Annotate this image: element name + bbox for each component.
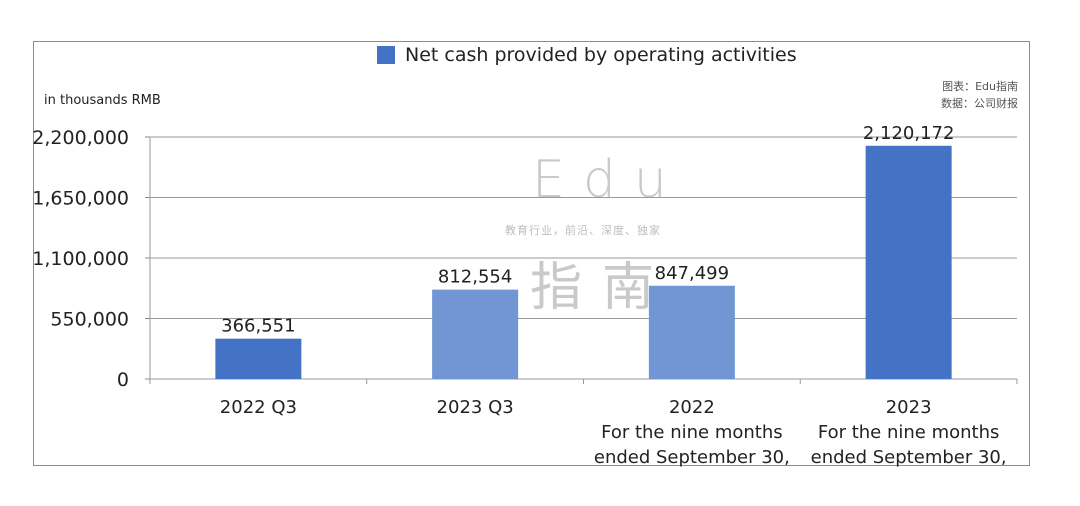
legend-label: Net cash provided by operating activitie… xyxy=(405,44,797,66)
y-tick-label: 1,650,000 xyxy=(32,188,129,210)
x-category-label: 2022 xyxy=(669,397,715,418)
data-label: 847,499 xyxy=(655,263,729,284)
x-category-label: 2022 Q3 xyxy=(220,397,297,418)
x-category-label: ended September 30, xyxy=(811,447,1007,468)
chart-frame xyxy=(33,41,1030,466)
bar xyxy=(215,338,302,379)
source-data-credit: 数据：公司财报 xyxy=(941,97,1018,110)
bar xyxy=(432,289,519,379)
y-tick-label: 550,000 xyxy=(50,309,129,331)
source-chart-credit: 图表：Edu指南 xyxy=(942,80,1018,93)
bar xyxy=(648,285,735,379)
data-label: 812,554 xyxy=(438,267,512,288)
y-tick-label: 0 xyxy=(117,369,129,391)
x-category-label: 2023 xyxy=(886,397,932,418)
legend-swatch xyxy=(377,46,395,64)
source-note: 图表：Edu指南 数据：公司财报 xyxy=(941,78,1018,112)
x-category-label: ended September 30, xyxy=(594,447,790,468)
y-axis-unit-label: in thousands RMB xyxy=(44,93,161,108)
data-label: 2,120,172 xyxy=(863,123,955,144)
x-category-label: 2023 Q3 xyxy=(437,397,514,418)
y-tick-label: 2,200,000 xyxy=(32,127,129,149)
chart-legend: Net cash provided by operating activitie… xyxy=(377,44,797,66)
y-tick-label: 1,100,000 xyxy=(32,248,129,270)
x-category-label: For the nine months xyxy=(601,422,783,443)
data-label: 366,551 xyxy=(221,316,295,337)
bar xyxy=(865,145,952,379)
x-category-label: For the nine months xyxy=(818,422,1000,443)
